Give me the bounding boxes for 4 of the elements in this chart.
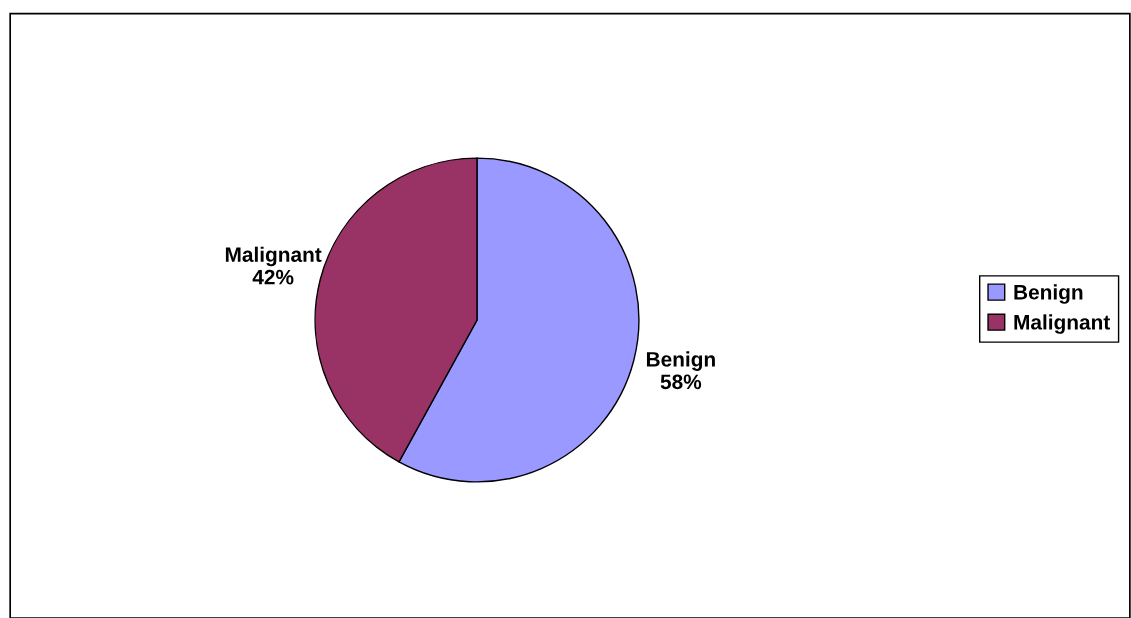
legend-label: Malignant	[1014, 314, 1110, 334]
legend-label: Benign	[1014, 284, 1083, 304]
data-label: Benign 58%	[646, 351, 715, 390]
data-label: Malignant 42%	[225, 246, 322, 285]
